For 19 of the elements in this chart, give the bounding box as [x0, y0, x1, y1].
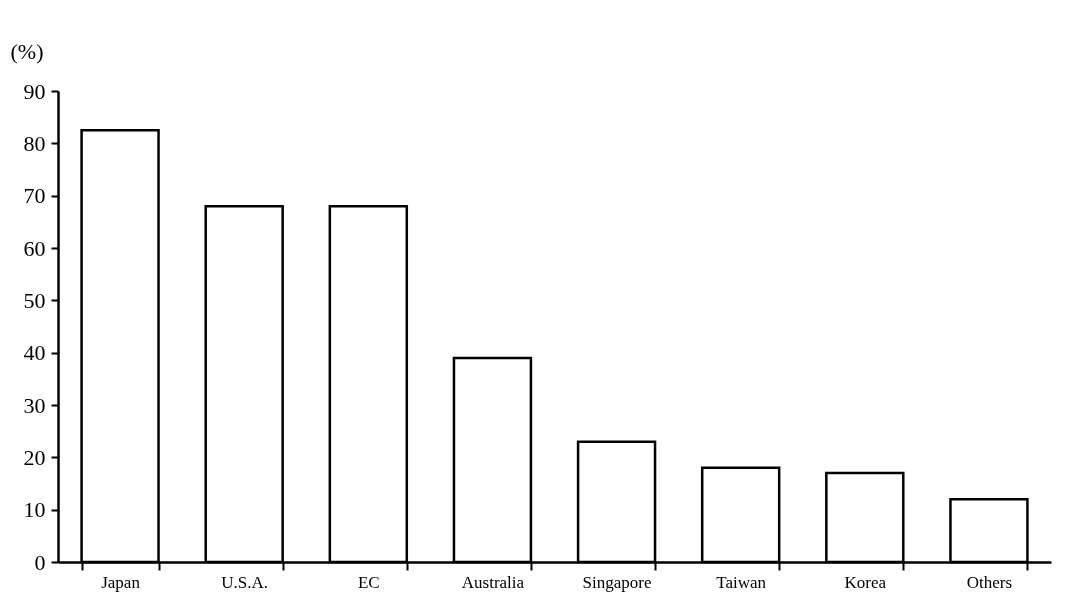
- x-tick-label: Australia: [461, 572, 525, 592]
- x-tick-label: Others: [966, 572, 1013, 592]
- y-tick-label: 30: [23, 392, 46, 418]
- x-tick-label: EC: [357, 572, 380, 592]
- y-tick-label: 80: [23, 130, 46, 156]
- x-tick-label: Korea: [844, 572, 887, 592]
- y-tick-label: 0: [34, 549, 46, 575]
- x-tick-label: Japan: [101, 572, 141, 592]
- y-tick-label: 40: [23, 340, 46, 366]
- y-tick-label: 20: [23, 444, 46, 470]
- y-tick-label: 60: [23, 235, 46, 261]
- y-tick-label: 50: [23, 287, 46, 313]
- y-tick-label: 70: [23, 183, 46, 209]
- x-tick-label: Singapore: [582, 572, 652, 592]
- y-tick-label: 90: [23, 78, 46, 104]
- y-tick-label: 10: [23, 497, 46, 523]
- x-tick-label: U.S.A.: [221, 572, 269, 592]
- y-axis-title: (%): [10, 38, 44, 64]
- x-tick-label: Taiwan: [716, 572, 767, 592]
